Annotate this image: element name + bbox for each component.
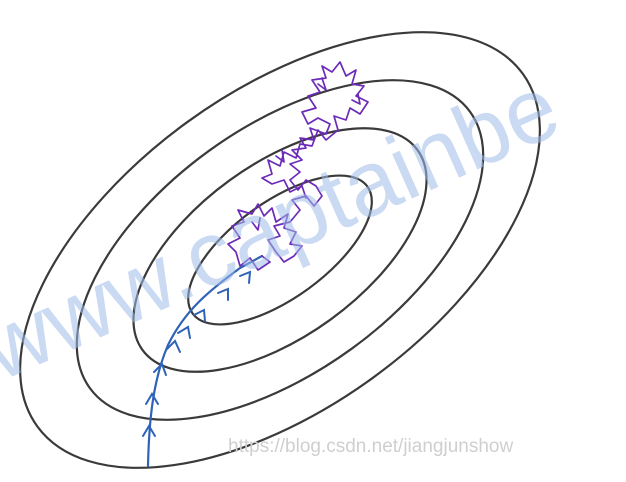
arrow-marker-6	[193, 308, 206, 322]
arrow-marker-5	[177, 325, 191, 339]
noisy-arrow-1	[317, 77, 327, 91]
noisy-arrow-2	[351, 93, 361, 105]
smooth-descent-curve	[146, 254, 264, 468]
contour-inner	[187, 174, 373, 326]
arrow-marker-8	[239, 270, 252, 284]
arrow-marker-2	[145, 392, 159, 405]
contour-3	[75, 79, 485, 421]
noisy-arrow-4	[251, 217, 261, 231]
smooth-descent-path	[142, 254, 264, 468]
arrow-marker-1	[142, 424, 156, 437]
watermark-main-text: www.captainbe	[0, 55, 573, 400]
arrow-marker-3	[153, 362, 167, 376]
noisy-arrow-3	[275, 149, 285, 163]
contour-2	[132, 127, 428, 373]
arrow-marker-4	[166, 339, 181, 353]
watermark-url-text: https://blog.csdn.net/jiangjunshow	[228, 436, 513, 457]
noisy-descent-curve	[227, 61, 369, 271]
noisy-descent-path	[227, 61, 369, 271]
arrow-marker-7	[217, 287, 229, 301]
